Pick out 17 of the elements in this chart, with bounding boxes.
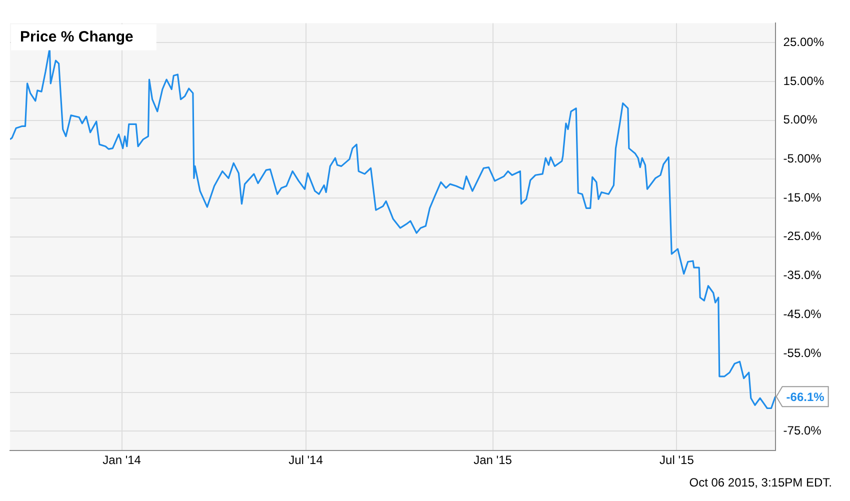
x-tick-label: Jan '14 [102, 453, 142, 468]
y-tick-label: -35.0% [783, 268, 822, 282]
x-tick-label: Jul '15 [660, 453, 694, 468]
y-tick-label: -25.0% [783, 229, 822, 244]
x-tick-label: Jul '14 [288, 453, 324, 468]
y-tick-label: -5.00% [783, 152, 822, 166]
y-tick-label: -55.0% [783, 346, 822, 360]
y-tick-label: -45.0% [783, 306, 822, 321]
y-tick-label: 25.00% [783, 34, 824, 49]
y-tick-label: 5.00% [783, 112, 818, 127]
annotation: -66.1% [786, 390, 825, 404]
chart-title: Price % Change [20, 28, 134, 46]
text: Oct 06 2015, 3:15PM EDT. [689, 475, 832, 490]
y-tick-label: -75.0% [783, 423, 822, 438]
y-tick-label: -15.0% [783, 190, 822, 204]
x-tick-label: Jan '15 [474, 453, 512, 468]
y-tick-label: 15.00% [783, 74, 824, 88]
